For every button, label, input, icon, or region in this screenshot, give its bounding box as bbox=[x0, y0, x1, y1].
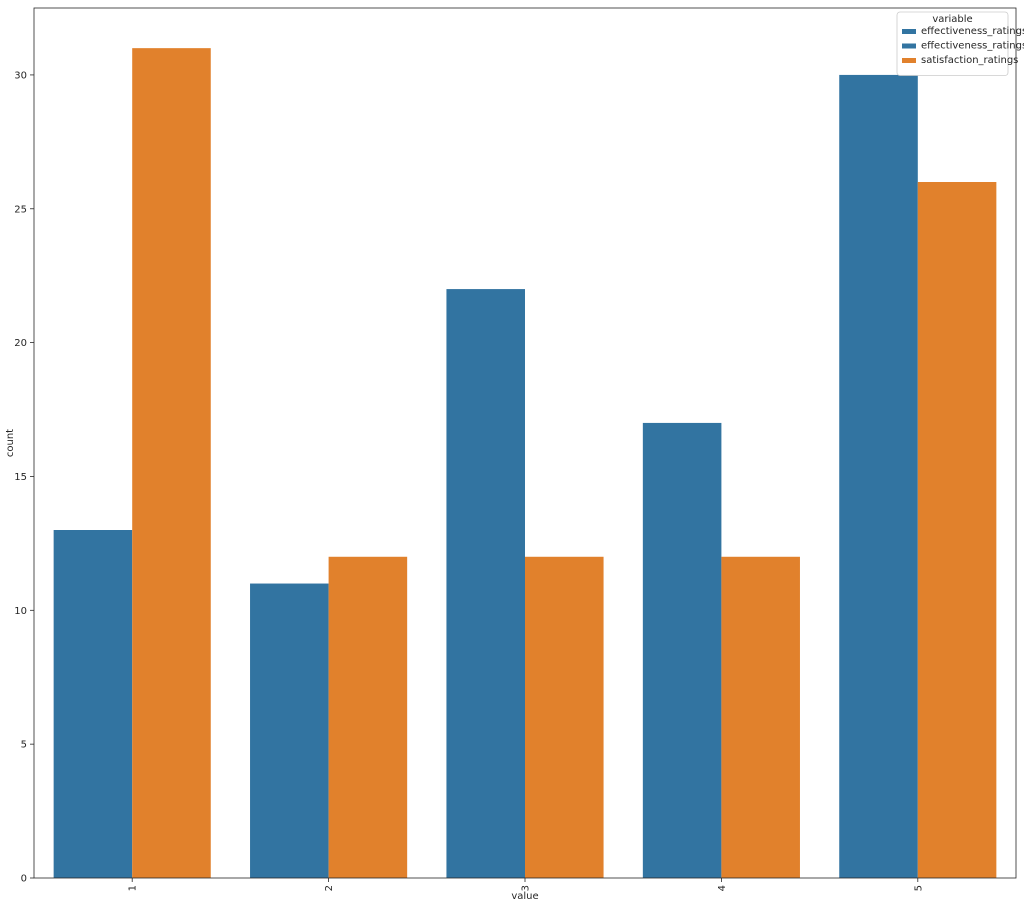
legend-label: effectiveness_ratings bbox=[921, 41, 1024, 52]
bar-effectiveness-ratings-2 bbox=[250, 583, 329, 878]
y-tick-label: 5 bbox=[21, 740, 27, 751]
y-axis-label: count bbox=[5, 429, 16, 457]
y-tick-label: 15 bbox=[14, 472, 27, 483]
legend-swatch bbox=[902, 43, 916, 49]
bar-effectiveness-ratings-4 bbox=[642, 422, 722, 878]
bar-effectiveness-ratings-5 bbox=[839, 74, 918, 879]
x-tick-label: 5 bbox=[913, 885, 924, 891]
plot-frame bbox=[33, 7, 1017, 879]
y-tick-label: 20 bbox=[14, 338, 27, 349]
bar-satisfaction-ratings-5 bbox=[917, 182, 997, 878]
x-axis-ticks: 1 2 3 4 5 bbox=[128, 878, 924, 891]
legend-frame bbox=[896, 11, 1009, 76]
bars bbox=[53, 48, 997, 879]
x-tick-label: 4 bbox=[717, 885, 728, 891]
legend-label: satisfaction_ratings bbox=[921, 55, 1018, 66]
bar-effectiveness-ratings-3 bbox=[446, 289, 525, 879]
y-tick-label: 10 bbox=[14, 606, 27, 617]
legend: variableeffectiveness_ratingseffectivene… bbox=[896, 11, 1024, 76]
x-axis-label: value bbox=[511, 891, 538, 902]
y-axis-ticks: 0 5 10 15 20 25 30 bbox=[14, 70, 34, 885]
legend-swatch bbox=[902, 58, 916, 63]
bar-satisfaction-ratings-1 bbox=[132, 48, 211, 878]
legend-title: variable bbox=[932, 14, 972, 25]
y-tick-label: 30 bbox=[14, 70, 27, 81]
x-tick-label: 1 bbox=[128, 885, 139, 891]
legend-label: effectiveness_ratings bbox=[921, 26, 1024, 37]
bar-satisfaction-ratings-3 bbox=[525, 556, 604, 878]
bar-satisfaction-ratings-2 bbox=[328, 556, 408, 878]
y-tick-label: 25 bbox=[14, 204, 27, 215]
x-tick-label: 2 bbox=[324, 885, 335, 891]
bar-effectiveness-ratings-1 bbox=[53, 530, 133, 878]
x-tick-label: 3 bbox=[521, 885, 532, 891]
legend-swatch bbox=[902, 29, 916, 34]
bar-satisfaction-ratings-4 bbox=[721, 556, 800, 878]
y-tick-label: 0 bbox=[21, 874, 27, 885]
